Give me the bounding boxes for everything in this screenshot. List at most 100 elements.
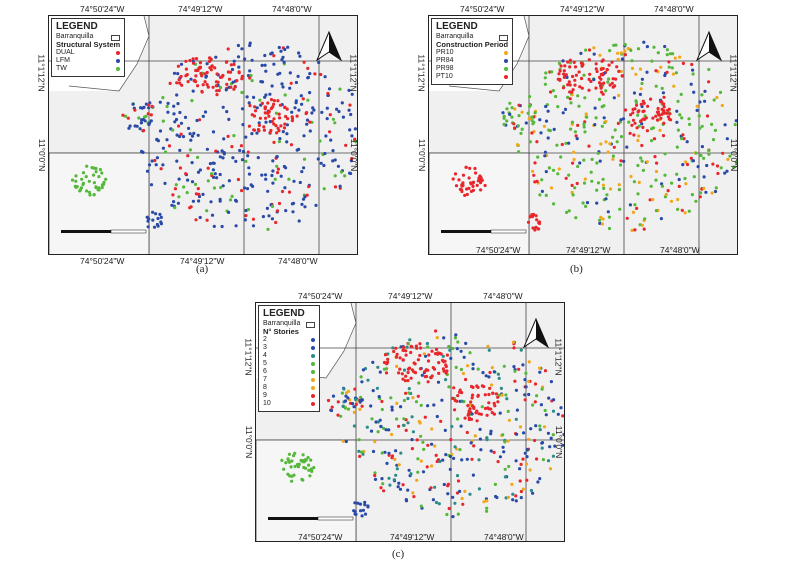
building-point xyxy=(156,139,160,143)
building-point xyxy=(272,117,276,121)
building-point xyxy=(333,185,338,189)
building-point xyxy=(267,114,271,118)
building-point xyxy=(147,121,152,125)
building-point xyxy=(520,110,524,114)
building-point xyxy=(199,71,203,76)
building-point xyxy=(266,227,270,231)
building-point xyxy=(176,72,180,76)
building-point xyxy=(430,427,434,431)
building-point xyxy=(354,397,358,402)
building-point xyxy=(493,482,497,486)
scale-bar xyxy=(61,230,111,233)
building-point xyxy=(205,147,209,151)
building-point xyxy=(583,96,587,100)
building-point xyxy=(307,463,311,467)
building-point xyxy=(365,425,369,429)
legend-base-swatch xyxy=(306,322,316,328)
building-point xyxy=(540,178,544,182)
building-point xyxy=(211,161,215,165)
coord-left-2: 11°0'0"N xyxy=(417,138,428,172)
building-point xyxy=(711,138,716,142)
building-point xyxy=(562,75,566,79)
building-point xyxy=(308,129,312,133)
building-point xyxy=(435,459,439,464)
building-point xyxy=(198,118,202,122)
building-point xyxy=(474,171,478,175)
building-point xyxy=(234,199,238,203)
building-point xyxy=(465,192,469,197)
building-point xyxy=(654,178,658,182)
building-point xyxy=(499,386,503,390)
building-point xyxy=(243,57,247,61)
building-point xyxy=(333,121,337,125)
building-point xyxy=(196,68,200,73)
building-point xyxy=(240,158,245,162)
building-point xyxy=(149,183,154,187)
building-point xyxy=(522,431,526,435)
building-point xyxy=(676,197,680,202)
building-point xyxy=(407,387,411,391)
building-point xyxy=(104,177,108,181)
building-point xyxy=(269,128,273,133)
building-point xyxy=(275,155,279,159)
building-point xyxy=(477,458,481,462)
building-point xyxy=(448,454,453,459)
building-point xyxy=(656,118,660,122)
building-point xyxy=(397,424,401,428)
building-point xyxy=(203,110,208,114)
building-point xyxy=(557,72,561,76)
building-point xyxy=(538,370,542,374)
building-point xyxy=(620,74,624,78)
building-point xyxy=(435,336,439,340)
building-point xyxy=(552,398,556,402)
inset-box xyxy=(49,152,150,254)
building-point xyxy=(422,352,426,356)
building-point xyxy=(492,450,496,454)
building-point xyxy=(183,115,188,119)
building-point xyxy=(343,399,348,403)
building-point xyxy=(485,438,489,442)
building-point xyxy=(388,483,392,487)
building-point xyxy=(598,159,602,163)
building-point xyxy=(97,175,101,179)
building-point xyxy=(465,187,469,191)
building-point xyxy=(583,130,587,134)
building-point xyxy=(190,161,194,165)
building-point xyxy=(402,345,406,349)
building-point xyxy=(420,373,424,377)
building-point xyxy=(440,358,445,362)
building-point xyxy=(269,98,274,102)
building-point xyxy=(483,183,487,188)
building-point xyxy=(185,191,189,195)
building-point xyxy=(271,169,275,173)
building-point xyxy=(239,144,243,148)
building-point xyxy=(312,466,316,470)
building-point xyxy=(669,199,674,203)
inset-box xyxy=(429,152,530,254)
building-point xyxy=(476,367,480,371)
building-point xyxy=(394,473,398,477)
building-point xyxy=(702,175,706,179)
building-point xyxy=(570,190,574,194)
building-point xyxy=(302,60,306,64)
building-point xyxy=(513,126,517,130)
building-point xyxy=(682,137,686,141)
building-point xyxy=(416,457,420,461)
building-point xyxy=(637,180,641,184)
building-point xyxy=(467,176,471,180)
building-point xyxy=(211,85,215,89)
building-point xyxy=(142,128,146,133)
building-point xyxy=(588,72,592,76)
building-point xyxy=(240,47,244,51)
building-point xyxy=(198,66,202,70)
legend-item: PT10 xyxy=(436,73,509,81)
building-point xyxy=(725,137,729,141)
building-point xyxy=(357,449,361,453)
building-point xyxy=(484,374,488,378)
building-point xyxy=(404,349,408,353)
building-point xyxy=(460,496,464,501)
building-point xyxy=(544,119,549,123)
building-point xyxy=(301,97,305,101)
building-point xyxy=(605,68,609,72)
building-point xyxy=(215,89,219,93)
